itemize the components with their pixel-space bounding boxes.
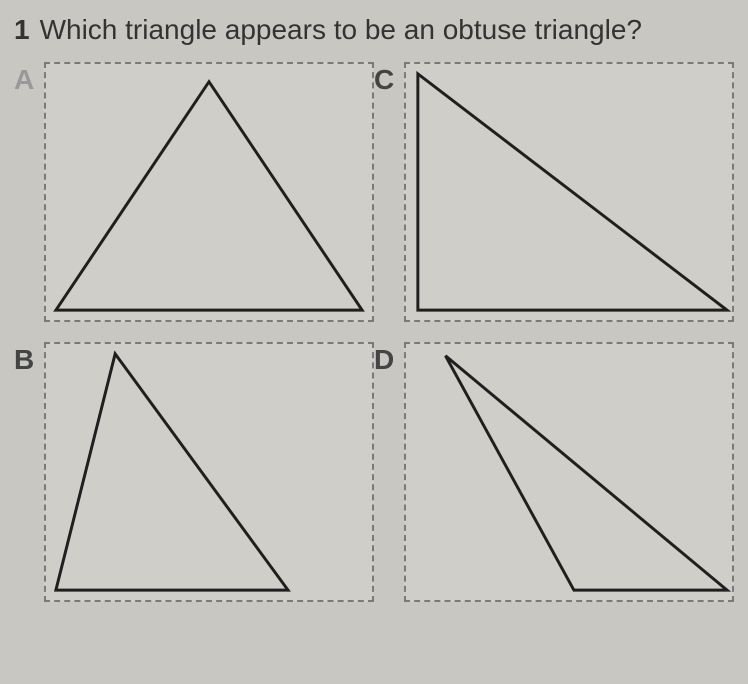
options-grid: A C B D: [14, 62, 734, 602]
question-body: Which triangle appears to be an obtuse t…: [40, 14, 642, 45]
option-panel-B: [44, 342, 374, 602]
option-label-D: D: [374, 342, 404, 376]
option-D[interactable]: D: [374, 342, 734, 602]
triangle-A-shape: [56, 82, 362, 310]
triangle-D-shape: [446, 356, 728, 590]
option-panel-A: [44, 62, 374, 322]
option-label-B: B: [14, 342, 44, 376]
option-panel-C: [404, 62, 734, 322]
triangle-B: [46, 344, 372, 600]
option-A[interactable]: A: [14, 62, 374, 322]
triangle-B-shape: [56, 354, 288, 590]
option-C[interactable]: C: [374, 62, 734, 322]
option-label-C: C: [374, 62, 404, 96]
question-text: 1 Which triangle appears to be an obtuse …: [14, 12, 734, 48]
option-label-A: A: [14, 62, 44, 96]
triangle-A: [46, 64, 372, 320]
triangle-C-shape: [418, 74, 727, 310]
option-panel-D: [404, 342, 734, 602]
question-number: 1: [14, 14, 30, 45]
triangle-D: [406, 344, 732, 600]
triangle-C: [406, 64, 732, 320]
option-B[interactable]: B: [14, 342, 374, 602]
